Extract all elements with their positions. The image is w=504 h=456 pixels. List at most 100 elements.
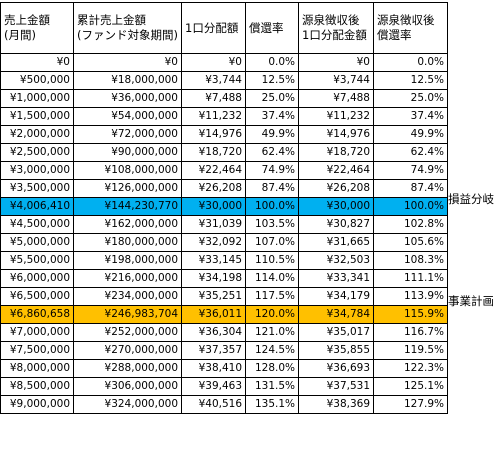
- table-cell: ¥36,693: [298, 359, 374, 378]
- table-cell: ¥35,251: [181, 287, 246, 306]
- table-cell: ¥162,000,000: [73, 215, 182, 234]
- table-cell: 25.0%: [373, 89, 448, 108]
- header-redemption-rate: 償還率: [245, 2, 299, 54]
- table-row: ¥3,000,000 ¥108,000,000 ¥22,464 74.9% ¥22,46…: [0, 161, 448, 180]
- table-cell: 115.9%: [373, 305, 448, 324]
- table-cell: 62.4%: [245, 143, 299, 162]
- table-cell: ¥0: [0, 53, 74, 72]
- table-cell: ¥9,000,000: [0, 395, 74, 414]
- table-cell: 87.4%: [373, 179, 448, 198]
- table-row: ¥9,000,000 ¥324,000,000 ¥40,516 135.1% ¥38,3…: [0, 395, 448, 414]
- table-row: ¥2,000,000 ¥72,000,000 ¥14,976 49.9% ¥14,976…: [0, 125, 448, 144]
- table-cell: ¥180,000,000: [73, 233, 182, 252]
- table-row: ¥8,500,000 ¥306,000,000 ¥39,463 131.5% ¥37,5…: [0, 377, 448, 396]
- table-cell: ¥7,000,000: [0, 323, 74, 342]
- header-distribution-per-unit: 1口分配額: [181, 2, 246, 54]
- table-cell: 119.5%: [373, 341, 448, 360]
- table-cell: ¥11,232: [181, 107, 246, 126]
- table-cell: 49.9%: [373, 125, 448, 144]
- header-monthly-sales: 売上金額 (月間): [0, 2, 74, 54]
- table-cell: ¥36,011: [181, 305, 246, 324]
- table-row: ¥500,000 ¥18,000,000 ¥3,744 12.5% ¥3,744 12.5…: [0, 71, 448, 90]
- table-row: ¥5,000,000 ¥180,000,000 ¥32,092 107.0% ¥31,6…: [0, 233, 448, 252]
- table-cell: 125.1%: [373, 377, 448, 396]
- table-cell: ¥35,017: [298, 323, 374, 342]
- table-cell: ¥6,000,000: [0, 269, 74, 288]
- table-cell: 100.0%: [373, 197, 448, 216]
- table-cell: ¥36,304: [181, 323, 246, 342]
- table-row: ¥8,000,000 ¥288,000,000 ¥38,410 128.0% ¥36,6…: [0, 359, 448, 378]
- table-cell: ¥34,198: [181, 269, 246, 288]
- table-cell: 121.0%: [245, 323, 299, 342]
- table-cell: 0.0%: [245, 53, 299, 72]
- table-cell: 127.9%: [373, 395, 448, 414]
- table-cell: ¥30,827: [298, 215, 374, 234]
- table-cell: 135.1%: [245, 395, 299, 414]
- table-cell: 105.6%: [373, 233, 448, 252]
- table-cell: ¥22,464: [181, 161, 246, 180]
- table-cell: ¥7,488: [181, 89, 246, 108]
- table-cell: ¥39,463: [181, 377, 246, 396]
- table-cell: 0.0%: [373, 53, 448, 72]
- table-cell: 12.5%: [373, 71, 448, 90]
- table-row: ¥6,000,000 ¥216,000,000 ¥34,198 114.0% ¥33,3…: [0, 269, 448, 288]
- table-cell: ¥72,000,000: [73, 125, 182, 144]
- table-cell: ¥26,208: [181, 179, 246, 198]
- table-cell: ¥3,744: [298, 71, 374, 90]
- table-cell: ¥14,976: [298, 125, 374, 144]
- table-cell: ¥324,000,000: [73, 395, 182, 414]
- table-row: ¥0 ¥0 ¥0 0.0% ¥0 0.0%: [0, 53, 448, 72]
- table-cell: ¥7,500,000: [0, 341, 74, 360]
- table-cell: 74.9%: [245, 161, 299, 180]
- header-after-tax-redemption-rate: 源泉徴収後 償還率: [373, 2, 448, 54]
- table-cell: ¥38,410: [181, 359, 246, 378]
- table-row: ¥7,500,000 ¥270,000,000 ¥37,357 124.5% ¥35,8…: [0, 341, 448, 360]
- table-cell: ¥33,145: [181, 251, 246, 270]
- table-cell: ¥4,500,000: [0, 215, 74, 234]
- table-cell: 116.7%: [373, 323, 448, 342]
- table-cell: 120.0%: [245, 305, 299, 324]
- table-cell: 131.5%: [245, 377, 299, 396]
- table-cell: 111.1%: [373, 269, 448, 288]
- table-cell: 103.5%: [245, 215, 299, 234]
- table-row: ¥7,000,000 ¥252,000,000 ¥36,304 121.0% ¥35,0…: [0, 323, 448, 342]
- table-cell: 122.3%: [373, 359, 448, 378]
- table-row: ¥6,860,658 ¥246,983,704 ¥36,011 120.0% ¥34,7…: [0, 305, 448, 324]
- table-cell: ¥8,000,000: [0, 359, 74, 378]
- table-cell: 108.3%: [373, 251, 448, 270]
- table-cell: ¥54,000,000: [73, 107, 182, 126]
- table-cell: 37.4%: [245, 107, 299, 126]
- table-row: ¥4,500,000 ¥162,000,000 ¥31,039 103.5% ¥30,8…: [0, 215, 448, 234]
- table-cell: ¥500,000: [0, 71, 74, 90]
- table-row: ¥2,500,000 ¥90,000,000 ¥18,720 62.4% ¥18,720…: [0, 143, 448, 162]
- table-cell: 113.9%: [373, 287, 448, 306]
- table-cell: ¥3,500,000: [0, 179, 74, 198]
- table-cell: 12.5%: [245, 71, 299, 90]
- table-cell: ¥288,000,000: [73, 359, 182, 378]
- table-cell: ¥0: [298, 53, 374, 72]
- table-cell: ¥108,000,000: [73, 161, 182, 180]
- table-cell: ¥144,230,770: [73, 197, 182, 216]
- header-row: 売上金額 (月間) 累計売上金額 (ファンド対象期間) 1口分配額 償還率 源泉…: [0, 2, 448, 54]
- table-cell: ¥2,500,000: [0, 143, 74, 162]
- table-cell: 102.8%: [373, 215, 448, 234]
- table-cell: 110.5%: [245, 251, 299, 270]
- table-cell: ¥11,232: [298, 107, 374, 126]
- table-row: ¥1,000,000 ¥36,000,000 ¥7,488 25.0% ¥7,488 25…: [0, 89, 448, 108]
- table-cell: ¥1,500,000: [0, 107, 74, 126]
- spreadsheet: 売上金額 (月間) 累計売上金額 (ファンド対象期間) 1口分配額 償還率 源泉…: [0, 2, 448, 414]
- distribution-table: 売上金額 (月間) 累計売上金額 (ファンド対象期間) 1口分配額 償還率 源泉…: [0, 2, 448, 414]
- table-cell: ¥2,000,000: [0, 125, 74, 144]
- table-cell: ¥234,000,000: [73, 287, 182, 306]
- table-cell: ¥270,000,000: [73, 341, 182, 360]
- table-cell: 114.0%: [245, 269, 299, 288]
- table-cell: ¥246,983,704: [73, 305, 182, 324]
- table-cell: ¥306,000,000: [73, 377, 182, 396]
- highlight-note: 損益分岐: [448, 192, 494, 206]
- table-cell: ¥5,500,000: [0, 251, 74, 270]
- table-cell: 124.5%: [245, 341, 299, 360]
- table-cell: 37.4%: [373, 107, 448, 126]
- table-cell: ¥26,208: [298, 179, 374, 198]
- table-cell: 128.0%: [245, 359, 299, 378]
- table-cell: 117.5%: [245, 287, 299, 306]
